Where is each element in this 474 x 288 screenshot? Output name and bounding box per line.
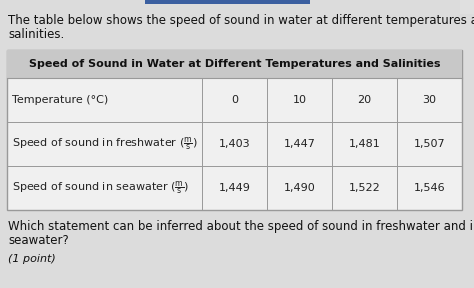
Text: 20: 20: [357, 95, 372, 105]
Text: salinities.: salinities.: [8, 28, 64, 41]
Bar: [145, 0, 310, 4]
Text: Speed of sound in seawater ($\mathregular{\frac{m}{s}}$): Speed of sound in seawater ($\mathregula…: [12, 179, 189, 197]
Text: 1,403: 1,403: [219, 139, 250, 149]
Bar: [7, 50, 462, 210]
Bar: [7, 50, 462, 78]
Text: 30: 30: [422, 95, 437, 105]
Text: Speed of sound in freshwater ($\mathregular{\frac{m}{s}}$): Speed of sound in freshwater ($\mathregu…: [12, 135, 198, 153]
Text: 1,447: 1,447: [283, 139, 315, 149]
Text: 0: 0: [231, 95, 238, 105]
Text: 1,507: 1,507: [414, 139, 445, 149]
Text: 10: 10: [292, 95, 307, 105]
Text: Speed of Sound in Water at Different Temperatures and Salinities: Speed of Sound in Water at Different Tem…: [29, 59, 440, 69]
Text: Temperature (°C): Temperature (°C): [12, 95, 108, 105]
Text: 1,490: 1,490: [283, 183, 315, 193]
Text: 1,522: 1,522: [348, 183, 380, 193]
Text: The table below shows the speed of sound in water at different temperatures and: The table below shows the speed of sound…: [8, 14, 474, 27]
Text: 1,449: 1,449: [219, 183, 250, 193]
Text: (1 point): (1 point): [8, 254, 56, 264]
Text: 1,546: 1,546: [414, 183, 445, 193]
Text: 1,481: 1,481: [348, 139, 380, 149]
Text: seawater?: seawater?: [8, 234, 69, 247]
Text: Which statement can be inferred about the speed of sound in freshwater and in: Which statement can be inferred about th…: [8, 220, 474, 233]
Bar: [460, 0, 474, 14]
